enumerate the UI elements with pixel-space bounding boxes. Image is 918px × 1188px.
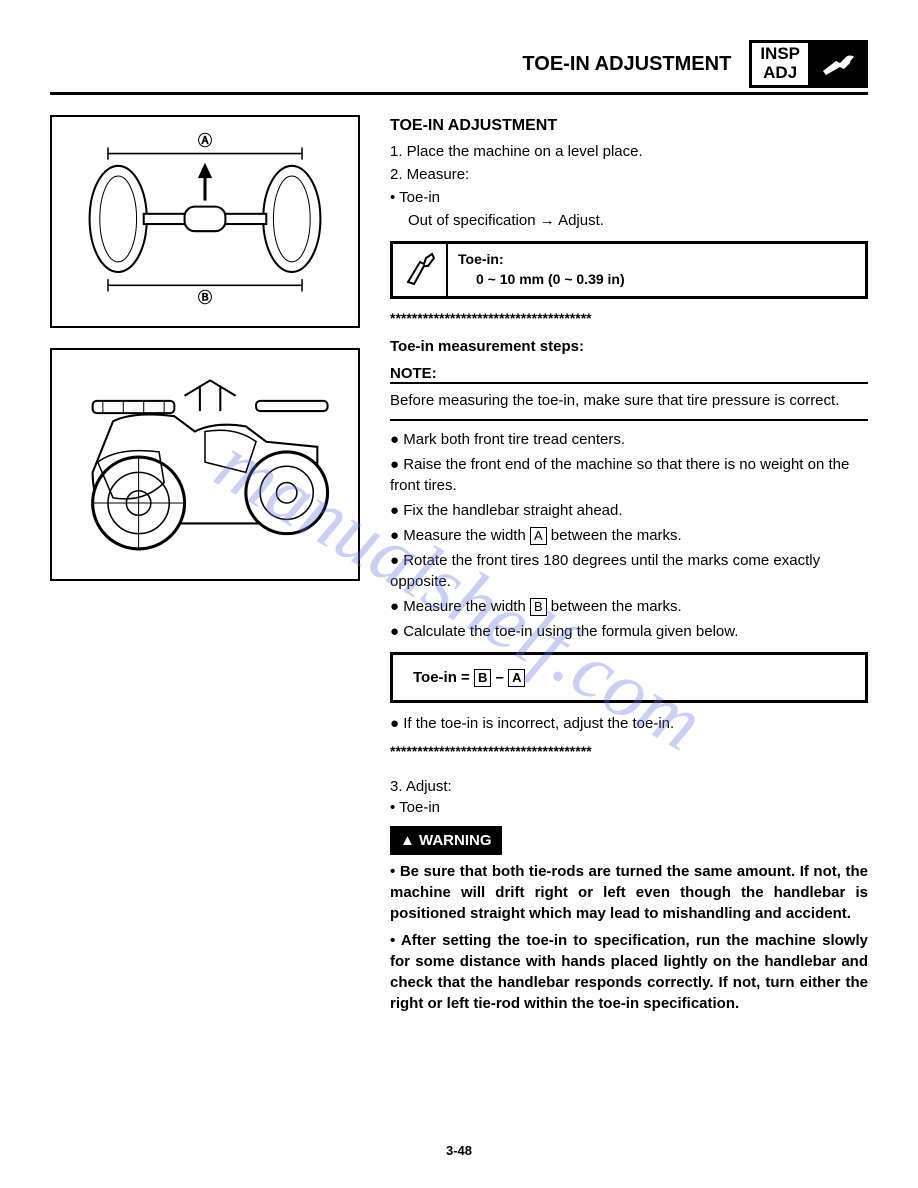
bullet-4: ● Measure the width A between the marks. xyxy=(390,525,868,546)
formula-box: Toe-in = B – A xyxy=(390,652,868,703)
warning-2: • After setting the toe-in to specificat… xyxy=(390,930,868,1014)
page-header: TOE-IN ADJUSTMENT INSP ADJ xyxy=(50,40,868,88)
after-formula-bullet: ● If the toe-in is incorrect, adjust the… xyxy=(390,713,868,734)
step-2-bullet: • Toe-in xyxy=(390,187,868,208)
step-3-bullet: • Toe-in xyxy=(390,797,868,818)
formula-b: B xyxy=(474,669,491,687)
asterisk-divider-2: ************************************* xyxy=(390,742,868,762)
spec-box: Toe-in: 0 ~ 10 mm (0 ~ 0.39 in) xyxy=(390,241,868,298)
header-badge: INSP ADJ xyxy=(749,40,868,88)
page-number: 3-48 xyxy=(446,1143,472,1158)
measurement-title: Toe-in measurement steps: xyxy=(390,336,868,357)
warning-label: ▲ WARNING xyxy=(390,826,502,855)
bullet-6b: between the marks. xyxy=(547,598,682,615)
content-area: Ⓐ Ⓑ xyxy=(50,115,868,1020)
formula-prefix: Toe-in = xyxy=(413,669,474,686)
step-3: 3. Adjust: xyxy=(390,776,868,797)
warning-list: • Be sure that both tie-rods are turned … xyxy=(390,861,868,1014)
note-underline xyxy=(390,382,868,384)
bullet-2: ● Raise the front end of the machine so … xyxy=(390,454,868,496)
header-badge-line1: INSP xyxy=(760,45,800,64)
bullet-6: ● Measure the width B between the marks. xyxy=(390,596,868,617)
spec-label: Toe-in: xyxy=(458,250,625,270)
svg-text:Ⓑ: Ⓑ xyxy=(198,289,213,307)
asterisk-divider-1: ************************************* xyxy=(390,309,868,329)
intro-steps: 1. Place the machine on a level place. 2… xyxy=(390,141,868,231)
warning-1: • Be sure that both tie-rods are turned … xyxy=(390,861,868,924)
caliper-icon xyxy=(393,244,448,295)
note-block: NOTE: Before measuring the toe-in, make … xyxy=(390,363,868,411)
note-end-divider xyxy=(390,419,868,421)
step-2-sub: Out of specification → Adjust. xyxy=(408,210,868,231)
spec-value: 0 ~ 10 mm (0 ~ 0.39 in) xyxy=(476,270,625,290)
bullet-5: ● Rotate the front tires 180 degrees unt… xyxy=(390,550,868,592)
header-title: TOE-IN ADJUSTMENT xyxy=(522,53,731,76)
bullet-4b: between the marks. xyxy=(547,527,682,544)
bullet-1: ● Mark both front tire tread centers. xyxy=(390,429,868,450)
formula-a: A xyxy=(508,669,525,687)
boxed-a-1: A xyxy=(530,527,547,545)
section-title: TOE-IN ADJUSTMENT xyxy=(390,115,868,137)
header-badge-line2: ADJ xyxy=(763,64,797,83)
note-text: Before measuring the toe-in, make sure t… xyxy=(390,390,868,411)
bullet-4a: ● Measure the width xyxy=(390,527,530,544)
step-2: 2. Measure: xyxy=(390,164,868,185)
diagram-top-view: Ⓐ Ⓑ xyxy=(50,115,360,328)
boxed-b-1: B xyxy=(530,598,547,616)
svg-text:Ⓐ: Ⓐ xyxy=(198,131,213,149)
step-1: 1. Place the machine on a level place. xyxy=(390,141,868,162)
right-column: TOE-IN ADJUSTMENT 1. Place the machine o… xyxy=(390,115,868,1020)
bullet-7: ● Calculate the toe-in using the formula… xyxy=(390,621,868,642)
header-badge-text: INSP ADJ xyxy=(752,43,810,85)
spec-text: Toe-in: 0 ~ 10 mm (0 ~ 0.39 in) xyxy=(448,244,635,295)
left-column: Ⓐ Ⓑ xyxy=(50,115,360,1020)
note-label: NOTE: xyxy=(390,363,437,384)
wrench-icon xyxy=(810,43,865,85)
bullet-6a: ● Measure the width xyxy=(390,598,530,615)
header-divider xyxy=(50,92,868,95)
diagram-atv xyxy=(50,348,360,581)
measurement-bullets: ● Mark both front tire tread centers. ● … xyxy=(390,429,868,642)
bullet-3: ● Fix the handlebar straight ahead. xyxy=(390,500,868,521)
formula-minus: – xyxy=(491,669,508,686)
